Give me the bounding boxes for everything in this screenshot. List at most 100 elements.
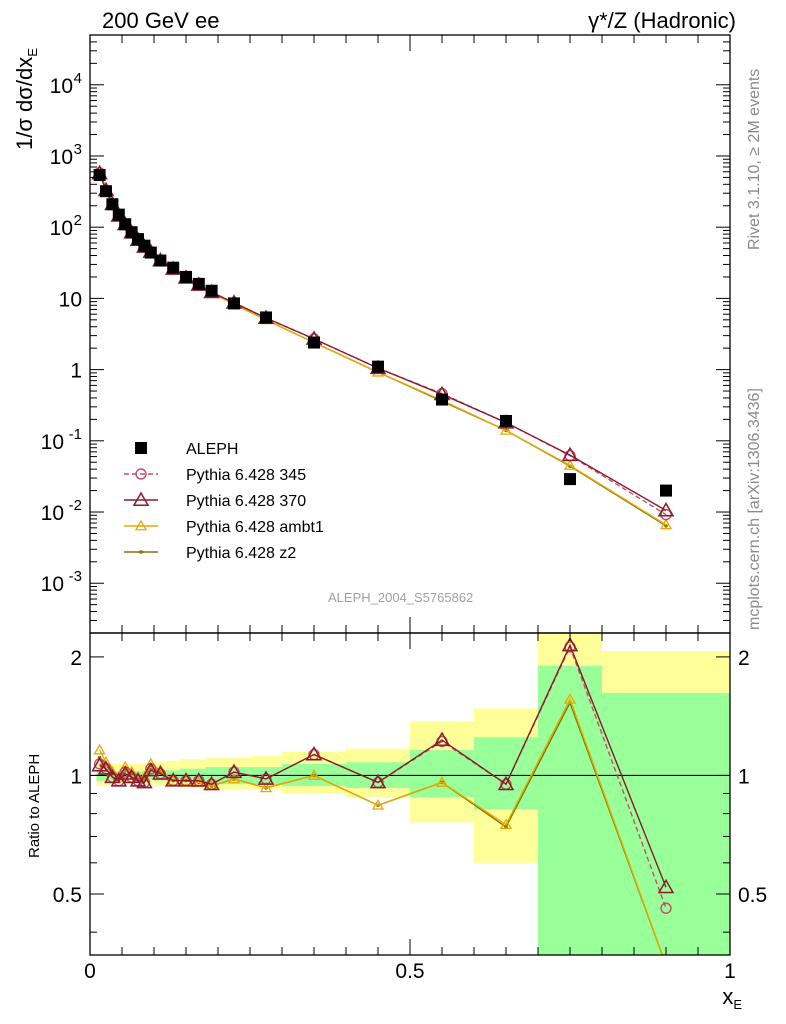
main-point-aleph-1 bbox=[100, 185, 112, 198]
main-point-aleph-0 bbox=[93, 169, 106, 182]
ratio-point-pythia-6-428-370-3 bbox=[110, 772, 128, 787]
ratio-point-pythia-6-428-370-18 bbox=[433, 731, 451, 747]
main-ytick-exponent: -3 bbox=[69, 568, 82, 585]
legend-marker-pythia-6-428-ambt1 bbox=[134, 519, 148, 531]
main-line-pythia-6-428-ambt1 bbox=[98, 170, 667, 526]
ratio-point-pythia-6-428-ambt1-16 bbox=[307, 769, 321, 780]
main-ytick-label: 10 bbox=[41, 502, 64, 525]
legend: ALEPH Pythia 6.428 345 Pythia 6.428 370 Pyt… bbox=[124, 441, 324, 562]
main-point-pythia-6-428-370-21 bbox=[657, 501, 675, 517]
main-point-pythia-6-428-370-20 bbox=[561, 446, 579, 462]
band-inner-20 bbox=[538, 665, 602, 955]
plot-title-energy: 200 GeV ee bbox=[102, 8, 220, 33]
main-plot-frame bbox=[89, 34, 731, 634]
main-point-aleph-18 bbox=[436, 393, 448, 406]
ratio-point-pythia-6-428-ambt1-0 bbox=[93, 743, 106, 755]
main-ytick-label: 10 bbox=[50, 75, 73, 98]
legend-label-pythia-6-428-z2: Pythia 6.428 z2 bbox=[186, 545, 296, 562]
ratio-point-pythia-6-428-370-20 bbox=[561, 636, 579, 652]
ratio-ytick-label: 2 bbox=[70, 647, 82, 670]
ratio-point-pythia-6-428-370-16 bbox=[305, 746, 323, 761]
ratio-point-pythia-6-428-ambt1-15 bbox=[259, 781, 273, 793]
ratio-point-pythia-6-428-370-1 bbox=[97, 760, 115, 775]
main-point-aleph-10 bbox=[167, 261, 180, 274]
ratio-point-pythia-6-428-ambt1-17 bbox=[371, 798, 385, 810]
main-ytick-exponent: -2 bbox=[69, 497, 82, 514]
main-series-group bbox=[91, 164, 675, 530]
ratio-point-pythia-6-428-370-9 bbox=[152, 765, 169, 780]
main-ytick-exponent: 3 bbox=[74, 141, 82, 158]
main-point-aleph-14 bbox=[228, 297, 240, 310]
band-inner-21 bbox=[602, 692, 730, 955]
ratio-line-pythia-6-428-370 bbox=[99, 643, 667, 888]
band-inner-19 bbox=[474, 737, 538, 810]
ratio-point-pythia-6-428-370-13 bbox=[203, 775, 220, 791]
main-point-aleph-2 bbox=[106, 198, 119, 211]
analysis-id-label: ALEPH_2004_S5765862 bbox=[328, 590, 474, 605]
main-ytick-label: 1 bbox=[70, 360, 82, 383]
ratio-point-pythia-6-428-370-5 bbox=[123, 768, 140, 784]
ratio-point-pythia-6-428-ambt1-18 bbox=[435, 776, 449, 787]
ratio-point-pythia-6-428-370-0 bbox=[91, 756, 108, 772]
main-ytick-exponent: 2 bbox=[74, 212, 82, 229]
ratio-point-pythia-6-428-370-10 bbox=[164, 772, 182, 787]
legend-marker-pythia-6-428-z2 bbox=[139, 550, 143, 554]
ratio-ytick-label-right: 2 bbox=[738, 647, 750, 670]
ratio-point-pythia-6-428-370-15 bbox=[257, 770, 275, 785]
legend-marker-pythia-6-428-370 bbox=[132, 491, 150, 506]
ratio-point-pythia-6-428-370-4 bbox=[116, 765, 134, 780]
main-point-aleph-20 bbox=[564, 473, 576, 486]
legend-label-aleph: ALEPH bbox=[186, 441, 238, 458]
main-point-aleph-21 bbox=[660, 484, 672, 497]
ratio-point-pythia-6-428-ambt1-20 bbox=[563, 693, 577, 704]
xtick-label: 0 bbox=[84, 960, 96, 983]
main-ytick-label: 10 bbox=[41, 573, 64, 596]
main-point-aleph-3 bbox=[112, 208, 125, 221]
main-point-aleph-13 bbox=[205, 284, 218, 297]
main-point-pythia-6-428-345-21 bbox=[660, 508, 672, 521]
main-ytick-label: 10 bbox=[50, 217, 73, 240]
ratio-point-pythia-6-428-ambt1-4 bbox=[119, 760, 132, 772]
ratio-point-pythia-6-428-370-19 bbox=[497, 775, 515, 791]
ratio-point-pythia-6-428-370-17 bbox=[369, 773, 387, 789]
main-point-pythia-6-428-ambt1-21 bbox=[659, 518, 673, 530]
main-point-aleph-9 bbox=[154, 254, 167, 267]
main-point-aleph-19 bbox=[500, 414, 512, 427]
legend-label-pythia-6-428-370: Pythia 6.428 370 bbox=[186, 493, 306, 510]
main-line-pythia-6-428-370 bbox=[98, 173, 667, 512]
ratio-point-pythia-6-428-370-8 bbox=[142, 761, 160, 777]
ratio-point-pythia-6-428-370-11 bbox=[177, 772, 195, 787]
ratio-point-pythia-6-428-370-2 bbox=[104, 768, 121, 784]
main-point-pythia-6-428-ambt1-20 bbox=[563, 459, 577, 470]
main-point-aleph-12 bbox=[192, 277, 205, 290]
main-ytick-label: 10 bbox=[59, 288, 82, 311]
ratio-ytick-label: 0.5 bbox=[53, 884, 82, 907]
plot-title-process: γ*/Z (Hadronic) bbox=[588, 8, 736, 33]
ratio-point-pythia-6-428-ambt1-8 bbox=[144, 757, 157, 769]
legend-label-pythia-6-428-ambt1: Pythia 6.428 ambt1 bbox=[186, 519, 324, 536]
legend-marker-pythia-6-428-345 bbox=[135, 468, 147, 480]
main-ytick-exponent: -1 bbox=[69, 426, 82, 443]
main-point-aleph-8 bbox=[144, 246, 157, 259]
legend-label-pythia-6-428-345: Pythia 6.428 345 bbox=[186, 467, 306, 484]
main-point-aleph-11 bbox=[180, 270, 192, 283]
main-point-pythia-6-428-ambt1-19 bbox=[499, 424, 513, 435]
xtick-label: 0.5 bbox=[395, 960, 424, 983]
ratio-point-pythia-6-428-370-21 bbox=[657, 878, 675, 894]
ratio-point-pythia-6-428-ambt1-14 bbox=[227, 772, 241, 784]
ratio-point-pythia-6-428-370-12 bbox=[190, 772, 208, 787]
legend-marker-aleph bbox=[135, 442, 147, 454]
ratio-point-pythia-6-428-ambt1-5 bbox=[125, 765, 138, 777]
x-axis-label: xE bbox=[722, 984, 742, 1012]
main-point-aleph-17 bbox=[372, 360, 384, 373]
ratio-ytick-label-right: 0.5 bbox=[738, 884, 767, 907]
ratio-ytick-label-right: 1 bbox=[738, 765, 750, 788]
ratio-point-pythia-6-428-370-7 bbox=[136, 773, 153, 789]
xtick-label: 1 bbox=[724, 960, 736, 983]
main-ytick-label: 10 bbox=[41, 431, 64, 454]
ratio-point-pythia-6-428-ambt1-19 bbox=[499, 818, 513, 830]
main-ytick-exponent: 4 bbox=[74, 70, 82, 87]
main-point-aleph-15 bbox=[260, 311, 272, 324]
ratio-ytick-label: 1 bbox=[70, 765, 82, 788]
